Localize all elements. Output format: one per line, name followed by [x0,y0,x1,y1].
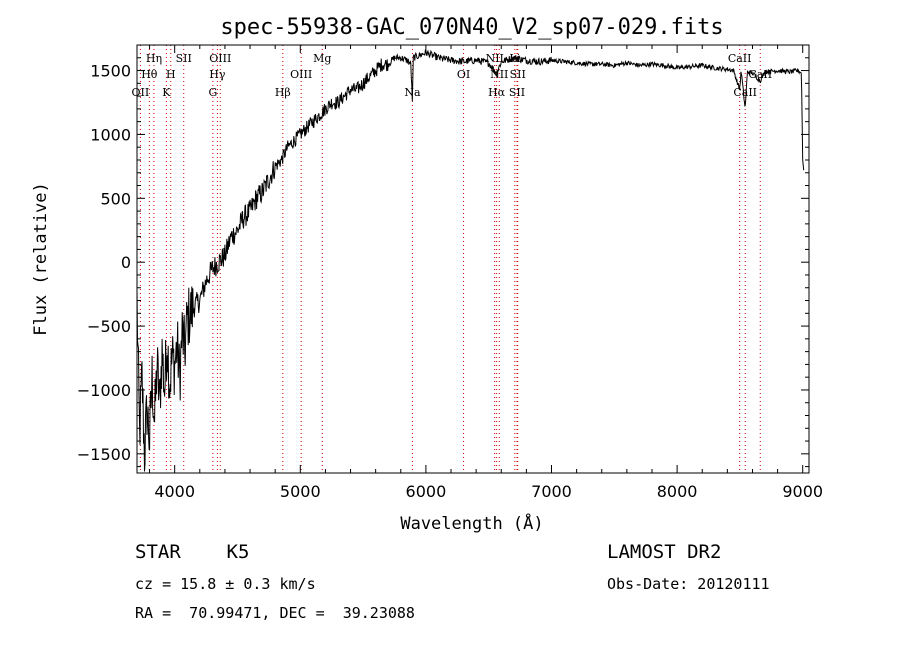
x-tick-label: 8000 [657,482,698,501]
line-label: K [162,86,171,99]
line-label: Hγ [209,68,226,81]
line-label: OIII [290,68,312,81]
series-layer [136,49,805,472]
x-tick-label: 7000 [531,482,572,501]
line-label: CaII [728,52,752,65]
x-tick-label: 6000 [406,482,447,501]
survey-name: LAMOST DR2 [607,541,722,563]
line-label: G [208,86,217,99]
obs-date-text: Obs-Date: 20120111 [607,575,770,593]
line-label: SII [509,86,525,99]
object-class: STAR K5 [135,541,250,563]
line-label: OIII [209,52,231,65]
y-tick-label: 500 [100,189,131,208]
chart-title: spec-55938-GAC_070N40_V2_sp07-029.fits [220,15,723,40]
line-label: NII [490,68,508,81]
line-label: SII [176,52,192,65]
emission-line-markers [139,45,761,473]
coordinates-text: RA = 70.99471, DEC = 39.23088 [135,604,415,622]
x-tick-label: 4000 [154,482,195,501]
redshift-text: cz = 15.8 ± 0.3 km/s [135,575,316,593]
x-tick-label: 9000 [782,482,823,501]
line-label: CaII [733,86,757,99]
x-tick-label: 5000 [280,482,321,501]
y-tick-label: −1000 [77,381,131,400]
line-label: OII [132,86,150,99]
line-label: NII [486,52,504,65]
line-label: Hθ [141,68,158,81]
y-tick-label: −500 [87,317,131,336]
line-label: H [166,68,176,81]
line-label: Hα [488,86,506,99]
x-axis-label: Wavelength (Å) [400,512,543,534]
spectrum-line [136,49,805,472]
y-tick-label: 0 [121,253,131,272]
y-axis-label: Flux (relative) [31,182,51,336]
y-tick-label: 1500 [90,62,131,81]
line-label: Hη [146,52,162,65]
axes-layer: 4000 5000 6000 7000 8000 9000 −1500 −1000 −500 0 5… [77,45,823,501]
line-label: SII [510,68,526,81]
plot-frame [136,44,810,474]
line-label: Hβ [275,86,291,99]
line-label: Mg [313,52,331,65]
y-tick-label: −1500 [77,445,131,464]
y-tick-label: 1000 [90,125,131,144]
line-label: OI [457,68,470,81]
